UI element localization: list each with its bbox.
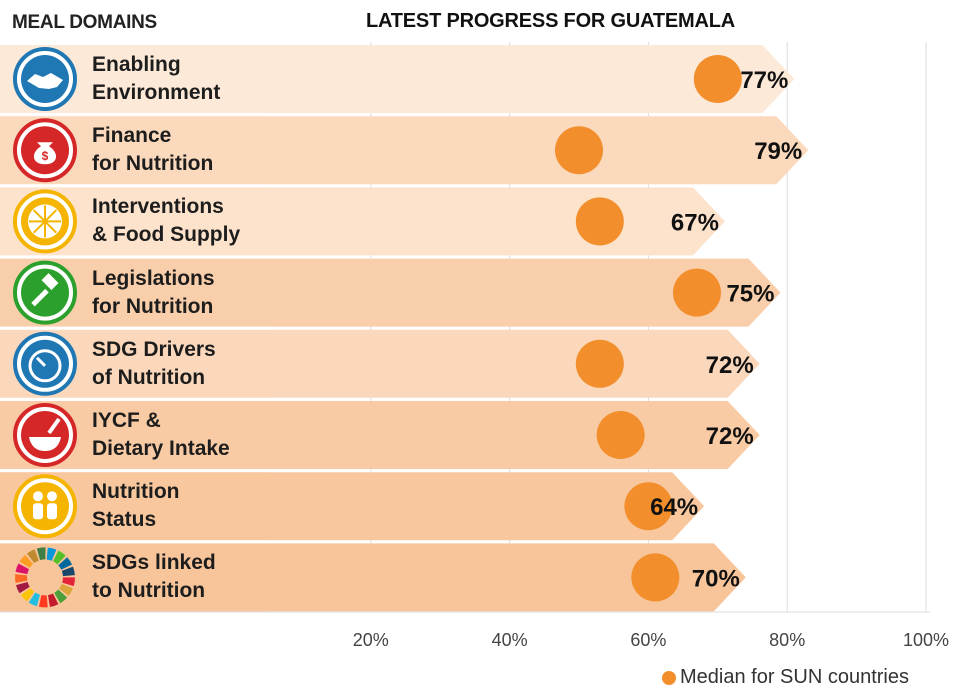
- progress-bar: [270, 329, 760, 398]
- median-dot: [575, 339, 624, 388]
- bar-value-label: 75%: [726, 281, 774, 308]
- bar-value-label: 67%: [671, 209, 719, 236]
- bar-value-label: 72%: [706, 352, 754, 379]
- median-dot: [631, 553, 680, 602]
- domain-label-line2: of Nutrition: [92, 365, 206, 389]
- money-bag-icon: $: [13, 118, 77, 183]
- x-tick-label: 80%: [769, 630, 805, 650]
- x-tick-label: 20%: [353, 630, 389, 650]
- domain-label-line1: Finance: [92, 124, 172, 148]
- domain-label: Interventions & Food Supply: [92, 193, 240, 249]
- progress-bar: [270, 543, 746, 612]
- domain-label-line2: Status: [92, 508, 157, 532]
- domain-label-line1: Interventions: [92, 195, 224, 219]
- x-tick-label: 40%: [492, 630, 528, 650]
- domain-label-line2: Environment: [92, 81, 221, 104]
- domain-label-line1: IYCF &: [92, 409, 161, 432]
- domain-label-line1: Nutrition: [92, 480, 180, 504]
- median-dot: [672, 268, 721, 317]
- chart-title: LATEST PROGRESS FOR GUATEMALA: [366, 10, 736, 32]
- bar-value-label: 77%: [740, 67, 788, 94]
- median-dot: [575, 197, 624, 246]
- citrus-icon: [13, 189, 77, 254]
- progress-bar: [270, 116, 809, 185]
- domain-label: Legislations for Nutrition: [92, 265, 215, 321]
- domain-label-line2: for Nutrition: [92, 294, 214, 318]
- bar-value-label: 64%: [650, 494, 698, 521]
- domain-label: IYCF & Dietary Intake: [92, 407, 230, 463]
- x-tick-label: 60%: [630, 630, 666, 650]
- median-dot: [596, 411, 645, 459]
- bar-value-label: 79%: [754, 138, 802, 165]
- domain-label-line2: to Nutrition: [92, 579, 206, 603]
- bar-value-label: 70%: [692, 565, 740, 592]
- domain-label: Nutrition Status: [92, 478, 179, 534]
- domain-label-line1: Legislations: [92, 266, 215, 290]
- median-dot: [624, 482, 673, 531]
- domain-label-line1: SDG Drivers: [92, 337, 216, 361]
- domain-label-line2: Dietary Intake: [92, 437, 230, 460]
- svg-text:$: $: [42, 149, 49, 163]
- progress-bar: [270, 45, 795, 113]
- domain-label: Finance for Nutrition: [92, 122, 213, 178]
- median-dot: [555, 126, 603, 175]
- bar-value-label: 72%: [706, 423, 754, 450]
- x-tick-label: 100%: [903, 630, 949, 650]
- progress-bar: [270, 472, 705, 541]
- domain-label-line2: & Food Supply: [92, 223, 241, 247]
- domain-label: Enabling Environment: [92, 51, 220, 107]
- progress-bar: [270, 401, 760, 469]
- progress-bar: [270, 258, 781, 327]
- gauge-icon: [13, 331, 77, 396]
- progress-bar: [270, 187, 725, 256]
- domain-label-line2: for Nutrition: [92, 152, 214, 176]
- legend-median-dot: [662, 670, 676, 685]
- domain-label-line1: SDGs linked: [92, 551, 216, 575]
- children-icon: [13, 474, 77, 539]
- handshake-icon: [13, 47, 77, 111]
- legend-median-label: Median for SUN countries: [680, 666, 909, 688]
- legend: Median for SUN countries: [662, 666, 909, 689]
- domain-label-line1: Enabling: [92, 53, 181, 76]
- meal-domains-heading: MEAL DOMAINS: [12, 12, 157, 33]
- sdg-wheel-icon: [14, 547, 75, 608]
- mortar-bowl-icon: [13, 403, 77, 467]
- domain-label: SDG Drivers of Nutrition: [92, 336, 216, 392]
- domain-label: SDGs linked to Nutrition: [92, 549, 216, 605]
- gavel-icon: [13, 260, 77, 325]
- median-dot: [693, 55, 742, 103]
